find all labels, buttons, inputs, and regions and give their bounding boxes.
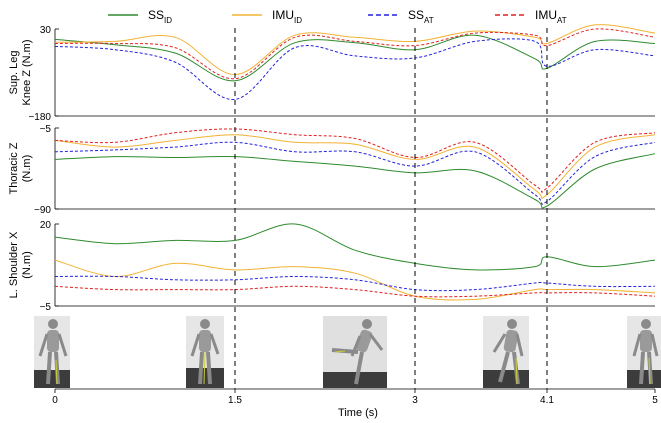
y-tick-label-top: 30	[40, 25, 52, 36]
y-axis-label: Thoracic Z(N.m)	[8, 142, 33, 194]
legend-item-ss-id: SSID	[108, 8, 172, 25]
x-tick-label: 5	[652, 395, 658, 406]
time-markers	[234, 28, 548, 389]
legend-label: IMUAT	[535, 8, 567, 25]
y-tick-label-top: −5	[40, 124, 52, 135]
motion-snapshots	[34, 316, 661, 388]
legend-label: IMUID	[272, 8, 302, 25]
snapshot-0	[34, 316, 70, 388]
series-imu-id	[54, 24, 656, 76]
legend: SSID IMUID SSAT IMUAT	[108, 8, 567, 25]
series-ss-id	[54, 223, 656, 271]
y-tick-label-top: 20	[40, 220, 52, 231]
snapshot-4	[627, 316, 661, 388]
x-axis-label: Time (s)	[338, 407, 378, 419]
series-ss-at	[54, 141, 656, 205]
x-axis: 0 1.5 3 4.1 5	[52, 388, 658, 406]
legend-item-ss-at: SSAT	[368, 8, 434, 25]
series-ss-at	[54, 38, 656, 100]
series-ss-id	[54, 34, 656, 82]
x-tick-label: 0	[52, 395, 58, 406]
series-imu-at	[54, 285, 656, 298]
x-tick-label: 1.5	[228, 395, 242, 406]
y-axis-label: L. Shoulder X(N.m)	[8, 231, 33, 298]
series-imu-at	[54, 128, 656, 193]
legend-label: SSID	[148, 8, 172, 25]
panel-3: 20 −5 L. Shoulder X(N.m)	[8, 220, 656, 313]
panel-1: 30 −180 Sup. LegKnee Z (N.m)	[8, 24, 656, 123]
y-tick-label-bottom: −5	[40, 302, 52, 313]
snapshot-2	[323, 316, 387, 388]
y-tick-label-bottom: −180	[28, 112, 51, 123]
series-imu-id	[54, 134, 656, 199]
legend-label: SSAT	[408, 8, 434, 25]
snapshot-3	[483, 316, 529, 388]
y-tick-label-bottom: −90	[34, 205, 51, 216]
snapshot-1	[186, 316, 224, 388]
legend-item-imu-id: IMUID	[232, 8, 302, 25]
x-tick-label: 3	[412, 395, 418, 406]
series-ss-id	[54, 153, 656, 209]
y-axis-label: Sup. LegKnee Z (N.m)	[8, 39, 33, 105]
x-tick-label: 4.1	[540, 395, 554, 406]
panels: 30 −180 Sup. LegKnee Z (N.m) −5 −90Thoracic …	[8, 24, 656, 313]
legend-item-imu-at: IMUAT	[495, 8, 567, 25]
series-imu-at	[54, 28, 656, 80]
series-ss-at	[54, 275, 656, 292]
